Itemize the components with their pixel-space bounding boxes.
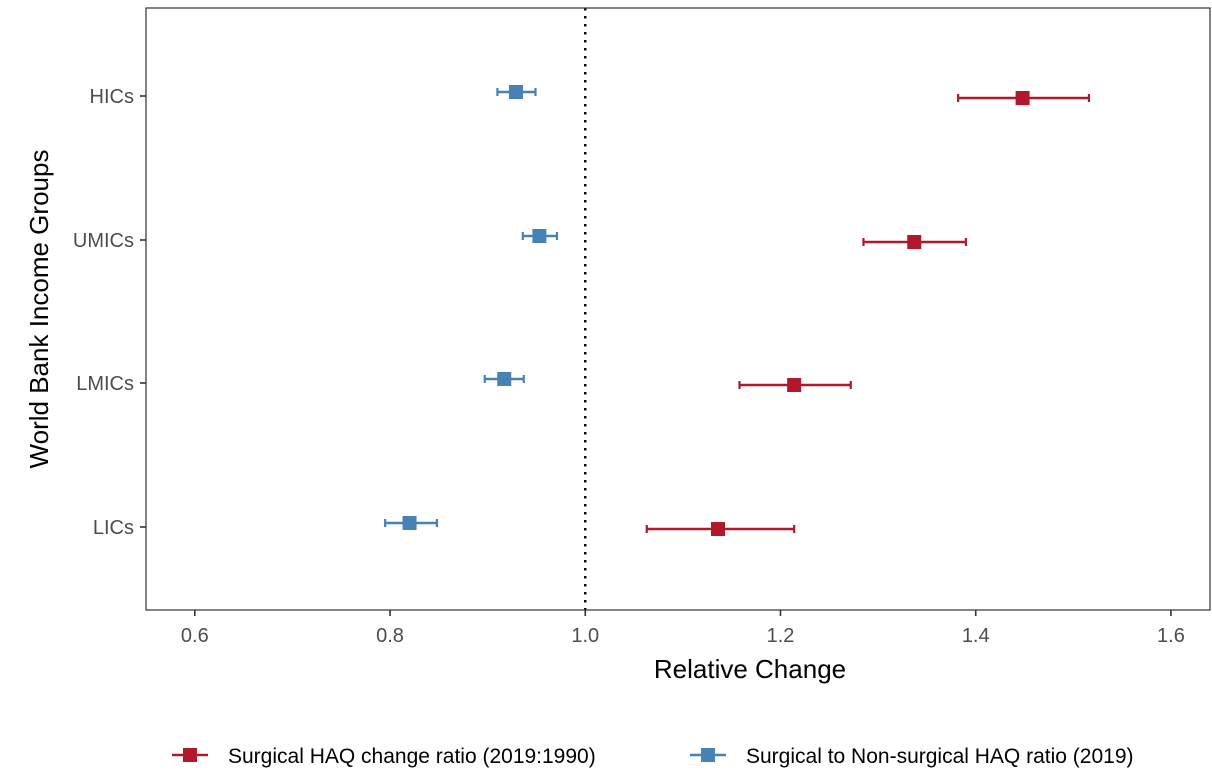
data-point (532, 229, 547, 243)
y-tick-label: LICs (93, 517, 134, 539)
legend-label: Surgical HAQ change ratio (2019:1990) (228, 745, 596, 768)
marks-layer (384, 85, 1091, 536)
legend-label: Surgical to Non-surgical HAQ ratio (2019… (746, 745, 1134, 768)
data-point (497, 372, 512, 386)
data-point (1015, 91, 1030, 105)
plot-panel-border (145, 7, 1211, 611)
legend-key-marker (183, 748, 197, 762)
x-tick-label: 0.6 (181, 625, 209, 647)
y-tick-label: HICs (90, 86, 134, 108)
data-point (787, 378, 802, 392)
data-point (402, 516, 417, 530)
y-tick-label: LMICs (76, 373, 134, 395)
x-tick-label: 1.0 (571, 625, 599, 647)
y-axis-title: World Bank Income Groups (24, 150, 54, 469)
x-tick-label: 1.4 (962, 625, 990, 647)
axes-layer: 0.6 0.8 1.0 1.2 1.4 1.6 HICs UMICs LMICs LICs (73, 86, 1185, 647)
data-point (508, 85, 523, 99)
x-tick-label: 1.6 (1157, 625, 1185, 647)
x-axis-title: Relative Change (654, 654, 846, 684)
x-tick-label: 0.8 (376, 625, 404, 647)
y-tick-label: UMICs (73, 230, 134, 252)
x-tick-label: 1.2 (767, 625, 795, 647)
legend: Surgical HAQ change ratio (2019:1990) Sur… (172, 745, 1134, 768)
data-point (711, 522, 726, 536)
data-point (907, 235, 922, 249)
legend-key-marker (701, 748, 715, 762)
